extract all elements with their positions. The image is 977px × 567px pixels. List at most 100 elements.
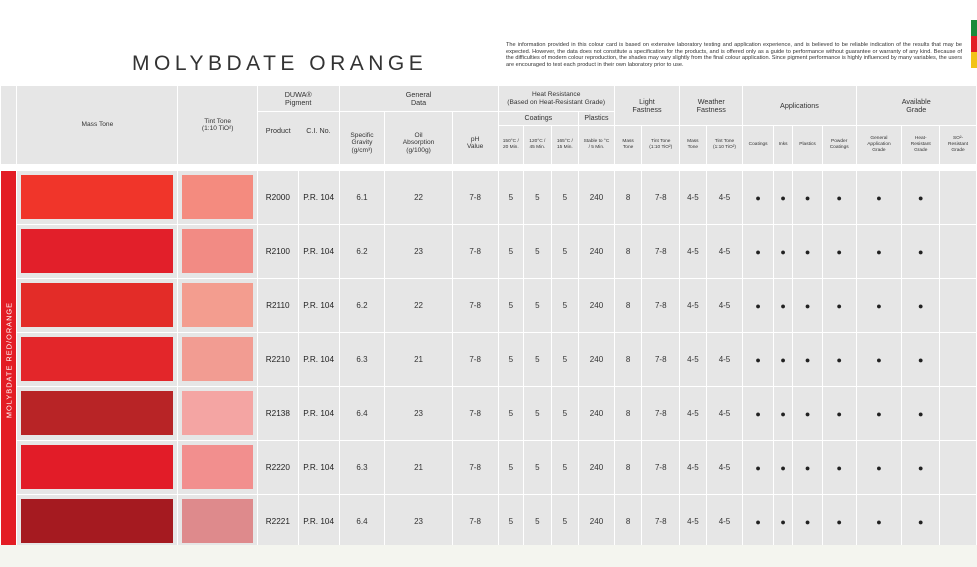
heat-120: 5 [523,494,552,549]
specific-gravity: 6.2 [338,278,386,333]
heat-165: 5 [550,170,580,225]
header-duwa-pigment: DUWA® Pigment [256,85,340,112]
tint-tone-swatch [177,278,258,333]
mass-tone-swatch [16,332,179,387]
heat-120: 5 [523,440,552,495]
ci-number: P.R. 104 [297,386,340,441]
product-code: R2000 [256,170,299,225]
header-coatings: Coatings [497,111,580,126]
ci-number: P.R. 104 [297,494,340,549]
specific-gravity: 6.4 [338,494,386,549]
grade-so2-dot [939,332,977,387]
oil-absorption: 22 [384,278,453,333]
mass-tone-swatch [16,224,179,279]
weather-tint: 4-5 [705,386,744,441]
heat-150: 5 [497,494,525,549]
mass-tone-color [21,498,174,543]
header-app-plastics: Plastics [792,125,823,165]
heat-stable: 240 [578,494,615,549]
heat-150: 5 [497,332,525,387]
grade-so2-dot [939,494,977,549]
app-inks-dot: ● [772,440,794,495]
heat-165: 5 [550,224,580,279]
header-wf-mass: Mass Tone [679,125,707,165]
header-light-fastness: Light Fastness [613,85,681,126]
light-mass: 8 [613,278,643,333]
app-inks-dot: ● [772,224,794,279]
weather-tint: 4-5 [705,440,744,495]
grade-general-dot: ● [855,332,903,387]
header-heat-resistance: Heat Resistance (Based on Heat-Resistant… [497,85,615,112]
tint-tone-color [182,390,253,435]
grade-heat-dot: ● [901,386,941,441]
flag-stripe-red [971,36,977,52]
heat-150: 5 [497,224,525,279]
grade-heat-dot: ● [901,332,941,387]
grade-heat-dot: ● [901,170,941,225]
mass-tone-swatch [16,494,179,549]
oil-absorption: 23 [384,494,453,549]
light-mass: 8 [613,332,643,387]
header-tint-tone: Tint Tone (1:10 TiO²) [177,85,258,165]
weather-mass: 4-5 [679,494,707,549]
table-row: R2221 P.R. 104 6.4 23 7-8 5 5 5 240 8 7-… [1,494,977,549]
app-powder-dot: ● [821,224,857,279]
oil-absorption: 21 [384,440,453,495]
app-plastics-dot: ● [792,494,823,549]
mass-tone-swatch [16,386,179,441]
app-powder-dot: ● [821,278,857,333]
disclaimer-text: The information provided in this colour … [506,42,962,68]
heat-stable: 240 [578,332,615,387]
grade-general-dot: ● [855,440,903,495]
header-duwa-sub: Product C.I. No. [256,111,340,165]
app-powder-dot: ● [821,386,857,441]
app-inks-dot: ● [772,170,794,225]
mass-tone-swatch [16,170,179,225]
grade-heat-dot: ● [901,224,941,279]
mass-tone-color [21,228,174,273]
header-ci-no: C.I. No. [306,126,331,135]
flag-stripe-green [971,20,977,36]
tint-tone-color [182,174,253,219]
mass-tone-swatch [16,278,179,333]
app-inks-dot: ● [772,332,794,387]
app-powder-dot: ● [821,440,857,495]
light-mass: 8 [613,224,643,279]
heat-150: 5 [497,440,525,495]
grade-so2-dot [939,386,977,441]
ph-value: 7-8 [451,170,499,225]
app-powder-dot: ● [821,170,857,225]
header-applications: Applications [742,85,857,126]
specific-gravity: 6.4 [338,386,386,441]
app-coatings-dot: ● [742,170,774,225]
app-plastics-dot: ● [792,224,823,279]
tint-tone-color [182,444,253,489]
header-general-data: General Data [338,85,499,112]
light-mass: 8 [613,440,643,495]
light-tint: 7-8 [641,440,681,495]
product-code: R2110 [256,278,299,333]
ph-value: 7-8 [451,224,499,279]
header-specific-gravity: Specific Gravity (g/cm³) [338,111,386,165]
heat-stable: 240 [578,224,615,279]
weather-tint: 4-5 [705,332,744,387]
table-row: R2220 P.R. 104 6.3 21 7-8 5 5 5 240 8 7-… [1,440,977,495]
light-tint: 7-8 [641,494,681,549]
ci-number: P.R. 104 [297,224,340,279]
footer-band [0,545,977,567]
light-tint: 7-8 [641,170,681,225]
app-coatings-dot: ● [742,224,774,279]
light-mass: 8 [613,170,643,225]
heat-150: 5 [497,386,525,441]
tint-tone-swatch [177,440,258,495]
ph-value: 7-8 [451,278,499,333]
header-grade-heat: Heat- Resistant Grade [901,125,941,165]
side-label-text: MOLYBDATE RED/ORANGE [4,301,14,418]
specific-gravity: 6.1 [338,170,386,225]
flag-stripes [971,20,977,68]
mass-tone-color [21,282,174,327]
header-app-powder: Powder Coatings [821,125,857,165]
weather-mass: 4-5 [679,332,707,387]
ci-number: P.R. 104 [297,440,340,495]
app-plastics-dot: ● [792,278,823,333]
